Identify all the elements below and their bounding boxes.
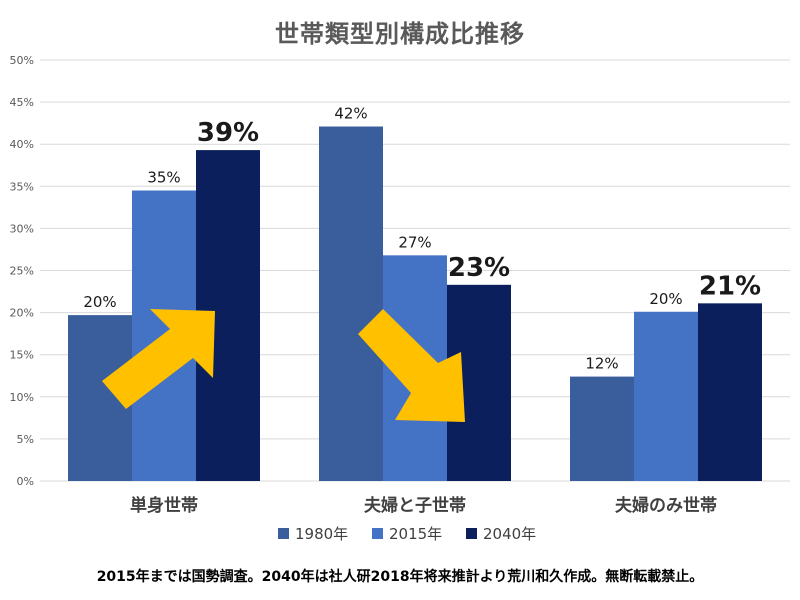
trend-arrow-down bbox=[358, 309, 465, 422]
y-tick-label: 0% bbox=[17, 475, 34, 488]
data-label: 20% bbox=[83, 293, 116, 311]
bar bbox=[319, 126, 383, 481]
y-tick-label: 20% bbox=[10, 307, 34, 320]
legend-label: 1980年 bbox=[295, 525, 348, 543]
data-label: 21% bbox=[699, 271, 761, 301]
legend-swatch bbox=[372, 528, 383, 539]
y-tick-label: 35% bbox=[10, 180, 34, 193]
bar bbox=[698, 303, 762, 481]
x-tick-label: 単身世帯 bbox=[130, 495, 198, 516]
y-tick-label: 15% bbox=[10, 349, 34, 362]
data-label: 39% bbox=[197, 118, 259, 148]
y-tick-label: 10% bbox=[10, 391, 34, 404]
legend-swatch bbox=[278, 528, 289, 539]
y-tick-label: 50% bbox=[10, 54, 34, 67]
legend-label: 2040年 bbox=[483, 525, 536, 543]
legend-swatch bbox=[466, 528, 477, 539]
data-label: 35% bbox=[147, 169, 180, 187]
y-tick-label: 25% bbox=[10, 265, 34, 278]
data-label: 12% bbox=[585, 355, 618, 373]
x-tick-label: 夫婦と子世帯 bbox=[364, 495, 466, 516]
bar bbox=[634, 311, 698, 481]
data-label: 27% bbox=[398, 233, 431, 251]
x-tick-label: 夫婦のみ世帯 bbox=[615, 495, 717, 516]
chart-title: 世帯類型別構成比推移 bbox=[275, 20, 525, 48]
data-label: 20% bbox=[649, 290, 682, 308]
legend-label: 2015年 bbox=[389, 525, 442, 543]
y-tick-label: 30% bbox=[10, 222, 34, 235]
y-tick-label: 40% bbox=[10, 138, 34, 151]
data-label: 42% bbox=[334, 105, 367, 123]
trend-arrow-up bbox=[102, 309, 215, 409]
y-tick-label: 45% bbox=[10, 96, 34, 109]
bar bbox=[570, 376, 634, 481]
footnote: 2015年までは国勢調査。2040年は社人研2018年将来推計より荒川和久作成。… bbox=[96, 569, 704, 585]
data-label: 23% bbox=[448, 253, 510, 283]
y-tick-label: 5% bbox=[17, 433, 34, 446]
